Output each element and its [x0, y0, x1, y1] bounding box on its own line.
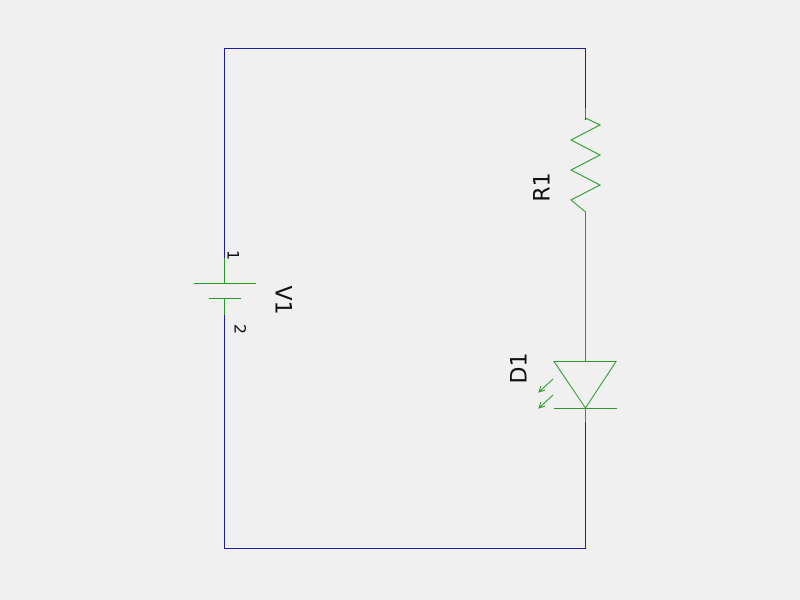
- led-triangle: [553, 361, 617, 409]
- battery-pin-2-label: 2: [231, 324, 250, 334]
- wires: [224, 48, 586, 549]
- wire-bottom: [224, 314, 586, 549]
- led-ref-label: D1: [508, 353, 533, 384]
- battery-ref-label: V1: [270, 285, 295, 314]
- resistor-ref-label: R1: [531, 172, 556, 201]
- wire-top: [224, 48, 586, 278]
- led-d1[interactable]: D1: [508, 353, 618, 422]
- resistor-r1[interactable]: R1: [531, 108, 602, 362]
- resistor-zigzag: [569, 108, 602, 222]
- led-light-arrows-icon: [538, 378, 554, 409]
- battery-pin-1-label: 1: [224, 250, 243, 260]
- battery-v1[interactable]: 1 2 V1: [194, 250, 295, 334]
